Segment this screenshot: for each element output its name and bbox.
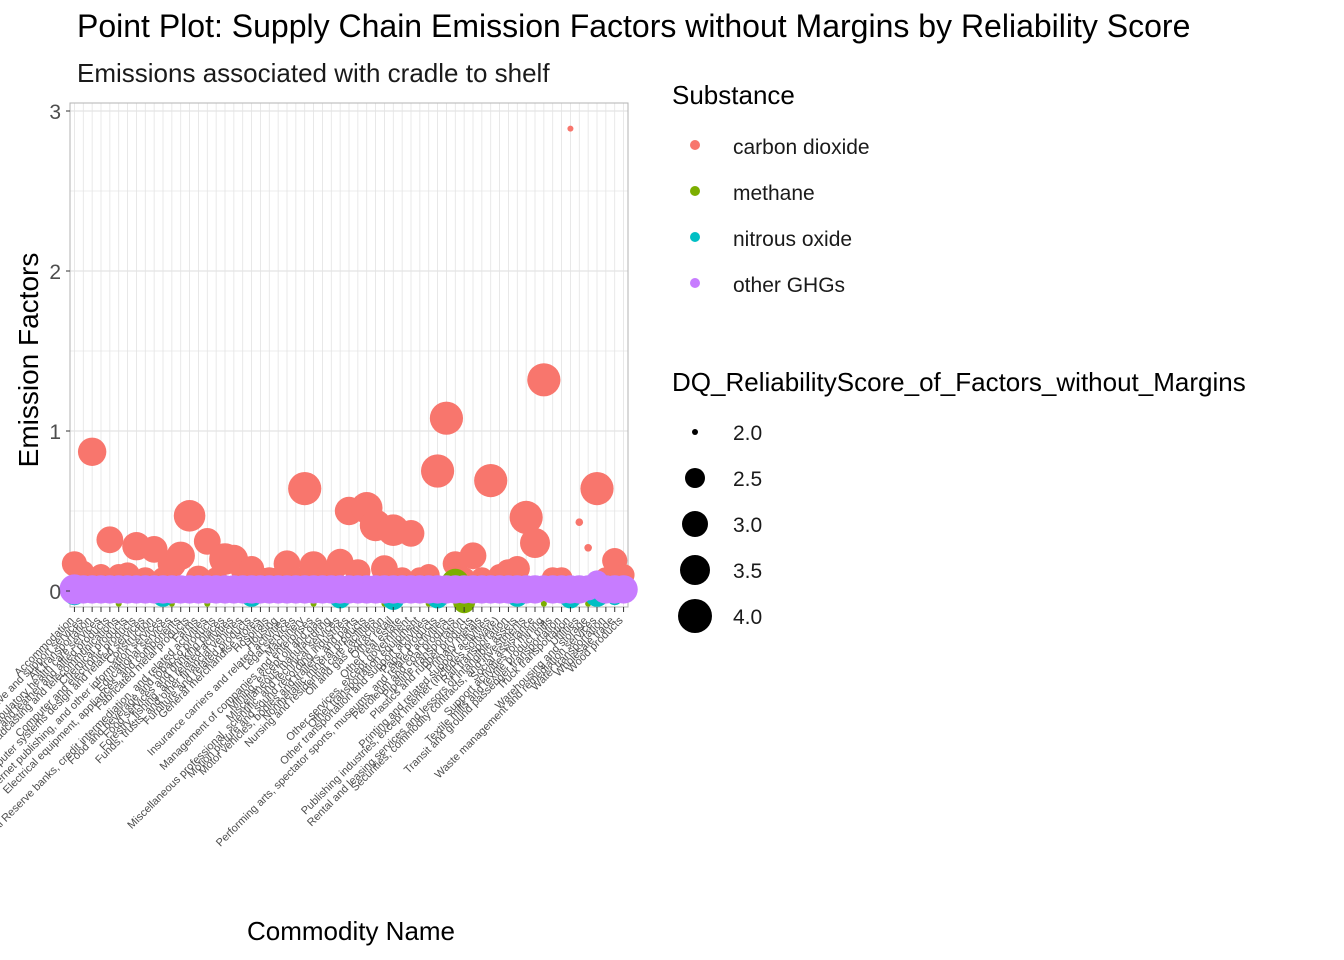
legend-key-carbon-dioxide [690,140,700,150]
substance-legend: Substance carbon dioxide methane nitrous ox… [672,80,870,297]
substance-legend-title: Substance [672,80,795,110]
chart-subtitle: Emissions associated with cradle to shel… [77,58,550,88]
size-legend-label: 3.5 [733,560,762,583]
size-legend-key [685,468,705,488]
size-legend: DQ_ReliabilityScore_of_Factors_without_M… [672,367,1246,633]
point-carbon-dioxide [173,500,206,532]
point-carbon-dioxide [77,437,107,466]
point-methane [540,600,547,607]
point-carbon-dioxide [580,472,614,506]
y-tick-label: 3 [49,101,61,124]
legend-label: methane [733,182,815,205]
legend-key-methane [690,186,700,196]
size-legend-key [682,511,708,537]
size-legend-label: 3.0 [733,514,762,537]
legend-label: other GHGs [733,274,845,297]
point-carbon-dioxide [459,542,487,570]
point-carbon-dioxide [584,544,592,552]
point-carbon-dioxide [474,464,508,498]
size-legend-key [692,429,698,435]
point-other-ghgs [609,575,638,604]
data-points [59,125,638,614]
point-carbon-dioxide [527,363,561,397]
legend-key-other-ghgs [690,278,700,288]
legend-label: nitrous oxide [733,228,852,251]
y-tick-label: 1 [49,421,61,444]
size-legend-key [678,599,712,633]
chart-title: Point Plot: Supply Chain Emission Factor… [77,8,1191,44]
x-axis-title: Commodity Name [247,916,455,946]
point-carbon-dioxide [371,555,398,582]
y-axis-title: Emission Factors [13,253,44,468]
point-carbon-dioxide [397,520,425,547]
size-legend-label: 2.5 [733,468,762,491]
size-legend-title: DQ_ReliabilityScore_of_Factors_without_M… [672,367,1246,397]
y-tick-label: 2 [49,261,61,284]
legend-label: carbon dioxide [733,136,870,159]
size-legend-label: 2.0 [733,422,762,445]
size-legend-label: 4.0 [733,606,762,629]
y-tick-label: 0 [49,581,61,604]
point-carbon-dioxide [504,556,530,582]
point-carbon-dioxide [509,500,543,534]
y-axis: 0 1 2 3 [49,101,70,604]
point-carbon-dioxide [520,528,550,558]
point-carbon-dioxide [420,454,455,488]
point-carbon-dioxide [429,401,464,435]
point-carbon-dioxide [567,125,574,132]
point-carbon-dioxide [288,472,322,506]
legend-key-nitrous-oxide [690,232,700,242]
size-legend-key [680,555,710,585]
point-carbon-dioxide [575,518,584,526]
point-carbon-dioxide [96,526,124,554]
point-carbon-dioxide [166,541,195,570]
